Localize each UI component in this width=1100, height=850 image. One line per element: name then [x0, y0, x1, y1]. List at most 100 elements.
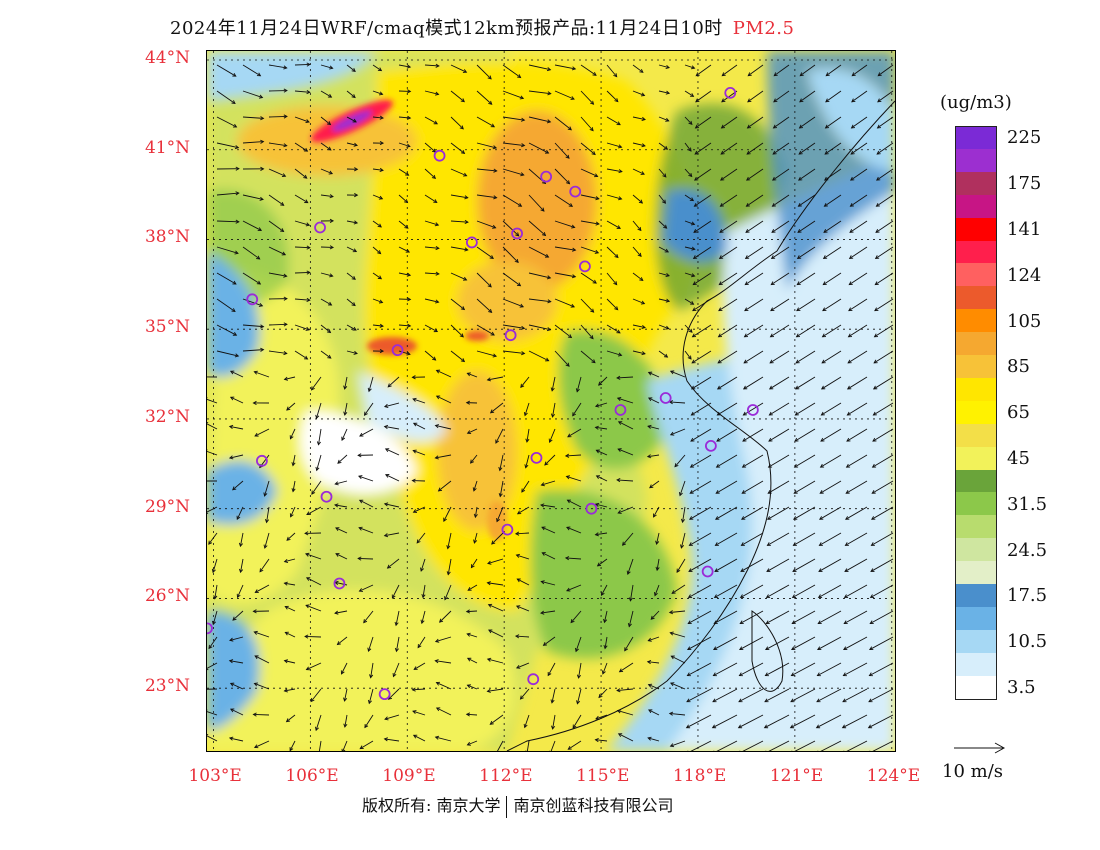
wind-arrow: [320, 272, 334, 278]
title-main: 2024年11月24日WRF/cmaq模式12km预报产品:11月24日10时: [170, 18, 723, 39]
wind-arrow: [497, 740, 504, 751]
wind-arrow: [792, 532, 816, 546]
wind-arrow: [870, 558, 894, 572]
wind-arrow: [658, 220, 668, 229]
wind-arrow: [228, 659, 244, 664]
city-marker: [614, 404, 627, 416]
wind-arrow: [606, 246, 619, 259]
wind-arrow: [844, 506, 868, 520]
wind-arrow: [472, 480, 478, 492]
wind-arrow: [412, 506, 426, 513]
wind-arrow: [797, 168, 816, 181]
wind-arrow: [825, 90, 842, 103]
wind-arrow: [680, 506, 686, 524]
wind-arrow: [346, 220, 359, 225]
wind-arrow: [747, 90, 764, 103]
wind-arrow: [357, 556, 374, 561]
wind-arrow: [367, 688, 374, 705]
wind-arrow: [450, 194, 469, 200]
wind-arrow: [320, 194, 334, 199]
wind-arrow: [320, 350, 332, 359]
wind-arrow: [616, 478, 634, 483]
lon-tick-label: 121°E: [769, 766, 824, 786]
wind-arrow: [486, 376, 504, 382]
wind-arrow: [528, 194, 545, 212]
wind-arrow: [575, 636, 582, 653]
wind-arrow: [868, 688, 894, 703]
wind-arrow: [871, 454, 894, 468]
wind-arrow: [649, 480, 660, 489]
wind-arrow: [434, 659, 452, 664]
wind-arrow: [252, 400, 270, 406]
wind-arrow: [768, 402, 790, 416]
wind-arrow: [304, 531, 322, 536]
wind-arrow: [391, 584, 400, 599]
wind-arrow: [745, 194, 764, 207]
wind-arrow: [548, 428, 556, 443]
wind-arrow: [424, 90, 440, 96]
wind-arrow: [412, 449, 426, 456]
wind-arrow: [632, 272, 644, 282]
wind-arrow: [398, 246, 411, 253]
wind-arrow: [628, 584, 634, 602]
wind-arrow: [554, 220, 576, 229]
wind-arrow: [398, 323, 412, 328]
wind-arrow: [364, 714, 374, 729]
wind-arrow: [554, 194, 574, 207]
wind-arrow: [650, 610, 660, 620]
wind-arrow: [669, 370, 686, 378]
wind-arrow: [791, 610, 816, 624]
wind-arrow: [718, 298, 738, 312]
wind-arrow: [476, 168, 498, 173]
wind-arrow: [624, 636, 634, 652]
wind-arrow: [799, 90, 816, 103]
wind-arrow: [716, 428, 738, 442]
wind-arrow: [320, 298, 333, 306]
wind-arrow: [658, 116, 670, 122]
wind-arrow: [306, 506, 322, 516]
wind-arrow: [253, 682, 270, 690]
wind-arrow: [647, 636, 660, 642]
wind-arrow: [843, 610, 868, 624]
legend-unit: (ug/m3): [940, 92, 1012, 113]
lat-tick-label: 41°N: [144, 137, 190, 158]
wind-arrow: [824, 142, 842, 155]
wind-arrow: [470, 454, 478, 464]
wind-arrow: [847, 350, 868, 364]
wind-arrow: [694, 116, 712, 129]
wind-arrow: [286, 532, 296, 541]
wind-arrow: [305, 662, 322, 671]
wind-arrow: [315, 402, 322, 420]
wind-arrow: [764, 688, 790, 703]
wind-arrow: [791, 740, 816, 751]
wind-arrow: [207, 480, 218, 482]
wind-arrow: [398, 297, 412, 302]
wind-arrow: [739, 740, 764, 751]
wind-arrow: [719, 194, 738, 207]
wind-arrow: [819, 454, 842, 468]
wind-arrow: [713, 610, 738, 624]
legend-swatch: [955, 217, 997, 241]
wind-arrow: [795, 350, 816, 364]
wind-arrow: [773, 64, 790, 77]
wind-arrow: [695, 90, 712, 103]
wind-arrow: [514, 634, 530, 639]
wind-arrow: [340, 662, 348, 675]
wind-arrow: [207, 688, 218, 690]
legend-swatch: [955, 423, 997, 448]
wind-arrow: [796, 272, 816, 286]
wind-arrow: [310, 376, 322, 391]
wind-arrow: [346, 298, 356, 307]
wind-arrow: [876, 116, 894, 129]
wind-arrow: [253, 630, 270, 638]
wind-arrow: [424, 63, 440, 68]
wind-arrow: [320, 116, 332, 126]
wind-arrow: [268, 220, 285, 233]
wind-arrow: [676, 558, 686, 573]
wind-arrow: [450, 246, 469, 252]
wind-arrow: [450, 90, 465, 103]
wind-arrow: [768, 428, 790, 442]
wind-arrow: [618, 662, 634, 673]
wind-arrow: [268, 246, 287, 256]
wind-arrow: [658, 272, 670, 278]
